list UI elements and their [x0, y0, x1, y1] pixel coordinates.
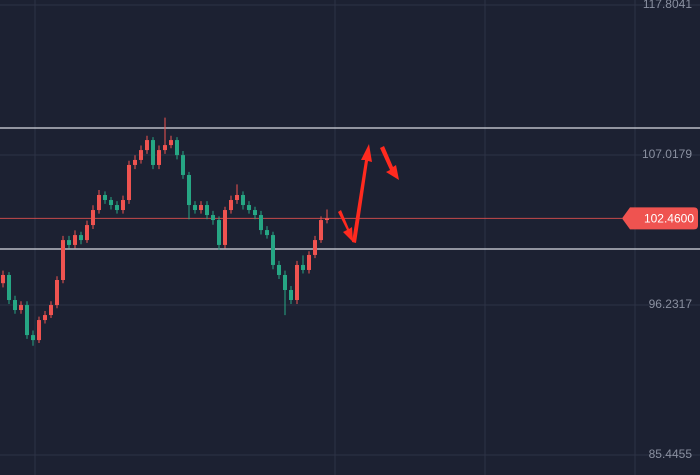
candle-body	[205, 205, 209, 216]
candle-body	[265, 230, 269, 236]
candle-body	[211, 215, 215, 221]
candle-body	[247, 205, 251, 211]
candle-body	[193, 205, 197, 211]
candle-body	[241, 195, 245, 206]
candle-body	[133, 159, 137, 165]
candle-body	[163, 145, 167, 151]
candle-body	[103, 195, 107, 201]
y-tick-label: 107.0179	[642, 147, 692, 161]
arrow-down	[338, 210, 353, 242]
candle-body	[151, 140, 155, 165]
candle-body	[127, 164, 131, 201]
candle-body	[199, 205, 203, 211]
candle-body	[289, 290, 293, 301]
vertical-grid	[34, 0, 636, 475]
candle-body	[301, 264, 305, 270]
candle-body	[223, 210, 227, 245]
candle-body	[313, 240, 317, 255]
candle-body	[19, 305, 23, 311]
candle-body	[325, 218, 329, 221]
candle-body	[97, 195, 101, 211]
arrow-up	[352, 144, 372, 243]
candle-body	[73, 235, 77, 245]
forecast-arrows	[338, 144, 399, 243]
candle-body	[1, 274, 5, 284]
candle-body	[49, 305, 53, 316]
price-label: 102.4600	[644, 212, 694, 226]
candle-body	[139, 150, 143, 160]
price-badge	[622, 207, 698, 230]
y-tick-label: 96.2317	[649, 297, 693, 311]
candle-body	[115, 205, 119, 211]
candle-body	[79, 235, 83, 241]
candle-body	[253, 210, 257, 216]
candle-body	[271, 235, 275, 265]
candle-body	[283, 274, 287, 291]
candle-body	[25, 305, 29, 336]
candle-body	[295, 264, 299, 301]
candle-body	[67, 240, 71, 245]
candle-body	[157, 150, 161, 165]
candle-body	[109, 200, 113, 206]
candle-body	[31, 335, 35, 341]
candle-body	[91, 210, 95, 226]
candle-body	[229, 200, 233, 211]
candle-body	[37, 320, 41, 341]
plot: 117.8041 107.0179 96.2317 85.4455 102.4600	[0, 0, 700, 461]
candle-body	[13, 300, 17, 311]
candle-body	[61, 240, 65, 280]
candle-body	[319, 220, 323, 241]
y-tick-label: 117.8041	[643, 0, 692, 11]
candle-body	[187, 174, 191, 206]
candle-body	[121, 200, 125, 211]
candle-body	[55, 279, 59, 306]
candle-body	[307, 254, 311, 270]
candle-body	[175, 140, 179, 156]
y-tick-label: 85.4455	[649, 447, 693, 461]
arrow-down	[380, 146, 399, 180]
candle-body	[259, 215, 263, 231]
candle-body	[235, 195, 239, 201]
candle-body	[217, 220, 221, 245]
candle-body	[181, 155, 185, 175]
candle-body	[169, 140, 173, 146]
candle-body	[145, 140, 149, 151]
candle-body	[7, 274, 11, 301]
candle-body	[85, 225, 89, 241]
candle-body	[43, 315, 47, 321]
candle-body	[277, 264, 281, 275]
